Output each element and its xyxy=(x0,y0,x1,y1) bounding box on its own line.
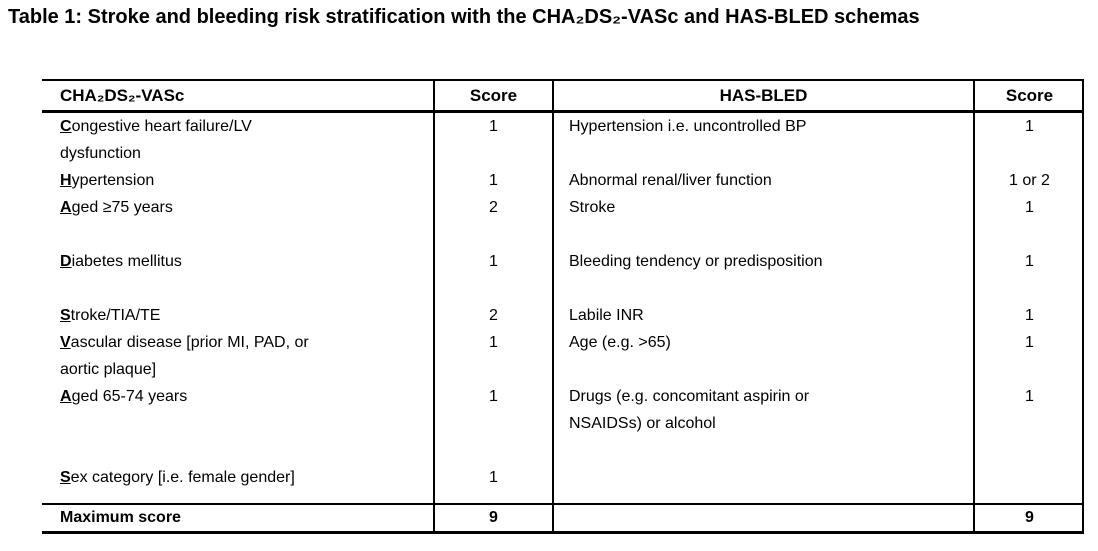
table-header-row: CHA₂DS₂-VASc Score HAS-BLED Score xyxy=(42,81,1082,113)
table-line: Aged 65-74 years xyxy=(60,388,188,405)
table-line: 1 or 2 xyxy=(1009,172,1050,189)
table-footer-row: Maximum score 9 9 xyxy=(42,503,1082,531)
table-line xyxy=(435,140,552,167)
table-line: 1 xyxy=(1025,118,1034,135)
underlined-initial: V xyxy=(60,334,71,351)
footer-label: Maximum score xyxy=(60,509,181,526)
table-line xyxy=(569,140,973,167)
table-line: 1 xyxy=(1025,199,1034,216)
underlined-initial: A xyxy=(60,388,72,405)
header-hasbled: HAS-BLED xyxy=(552,81,973,110)
header-chads-score: Score xyxy=(433,81,552,110)
underlined-initial: A xyxy=(60,199,72,216)
table-line: NSAIDSs) or alcohol xyxy=(569,415,716,432)
header-hasbled-score: Score xyxy=(973,81,1084,110)
table-line: Congestive heart failure/LV xyxy=(60,118,252,135)
table-line: 1 xyxy=(489,172,498,189)
table-line: 1 xyxy=(489,469,498,486)
footer-empty-cell xyxy=(552,505,973,531)
underlined-initial: C xyxy=(60,118,72,135)
table-line: Hypertension xyxy=(60,172,155,189)
table-line: 1 xyxy=(489,118,498,135)
table-line: Diabetes mellitus xyxy=(60,253,182,270)
table-line: 1 xyxy=(1025,307,1034,324)
table-line: 1 xyxy=(1025,334,1034,351)
table-line xyxy=(60,275,433,302)
table-line: dysfunction xyxy=(60,145,141,162)
table-line xyxy=(569,221,973,248)
table-line xyxy=(975,221,1084,248)
hasbled-scores-column: 1 1 or 2 1 1 1 1 1 xyxy=(973,113,1084,503)
footer-hasbled-max: 9 xyxy=(973,505,1084,531)
table-line: Stroke xyxy=(569,199,616,216)
table-line xyxy=(975,275,1084,302)
table-line xyxy=(975,464,1084,491)
hasbled-items-column: Hypertension i.e. uncontrolled BP Abnorm… xyxy=(552,113,973,503)
table-line: Age (e.g. >65) xyxy=(569,334,671,351)
table-line xyxy=(975,356,1084,383)
table-line xyxy=(435,356,552,383)
table-line: Hypertension i.e. uncontrolled BP xyxy=(569,118,807,135)
chads-scores-column: 1 1 2 1 2 1 1 1 xyxy=(433,113,552,503)
table-line xyxy=(569,356,973,383)
table-line xyxy=(435,221,552,248)
table-line xyxy=(435,410,552,437)
table-line: 2 xyxy=(489,307,498,324)
underlined-initial: H xyxy=(60,172,72,189)
table-line: Vascular disease [prior MI, PAD, or xyxy=(60,334,309,351)
table-line: Aged ≥75 years xyxy=(60,199,173,216)
table-line xyxy=(975,437,1084,464)
table-line: 1 xyxy=(489,334,498,351)
table-line xyxy=(569,464,973,491)
underlined-initial: S xyxy=(60,307,71,324)
underlined-initial: D xyxy=(60,253,72,270)
table-line: Bleeding tendency or predisposition xyxy=(569,253,823,270)
table-line: 1 xyxy=(489,253,498,270)
table-line: aortic plaque] xyxy=(60,361,157,378)
risk-table: CHA₂DS₂-VASc Score HAS-BLED Score Conges… xyxy=(42,79,1084,534)
table-line: Drugs (e.g. concomitant aspirin or xyxy=(569,388,810,405)
table-line xyxy=(60,410,433,437)
underlined-initial: S xyxy=(60,469,71,486)
table-line xyxy=(975,140,1084,167)
table-line: 1 xyxy=(1025,253,1034,270)
table-line xyxy=(569,275,973,302)
table-line xyxy=(435,437,552,464)
header-chads: CHA₂DS₂-VASc xyxy=(60,86,185,105)
table-line xyxy=(975,410,1084,437)
table-line xyxy=(60,437,433,464)
table-line xyxy=(60,221,433,248)
table-line: Sex category [i.e. female gender] xyxy=(60,469,295,486)
table-line: Abnormal renal/liver function xyxy=(569,172,772,189)
table-body: Congestive heart failure/LV dysfunction Hy… xyxy=(42,113,1082,503)
table-line: Labile INR xyxy=(569,307,644,324)
table-line: 1 xyxy=(1025,388,1034,405)
table-line xyxy=(569,437,973,464)
table-line: 2 xyxy=(489,199,498,216)
footer-chads-max: 9 xyxy=(433,505,552,531)
table-caption: Table 1: Stroke and bleeding risk strati… xyxy=(8,6,920,28)
table-line: 1 xyxy=(489,388,498,405)
table-line: Stroke/TIA/TE xyxy=(60,307,161,324)
table-line xyxy=(435,275,552,302)
chads-items-column: Congestive heart failure/LV dysfunction Hy… xyxy=(42,113,433,503)
